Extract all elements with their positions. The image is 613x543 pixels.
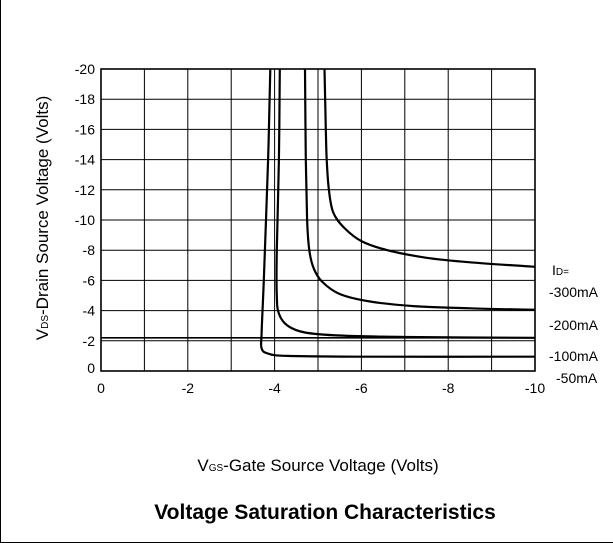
legend-header: ID= [552,262,569,278]
plot-border [100,68,536,372]
y-tick-label: -6 [83,272,96,288]
y-tick-label: -12 [75,182,95,198]
y-tick-label: 0 [87,360,95,376]
y-tick-label: -18 [75,91,95,107]
x-tick-label: -4 [268,380,281,396]
y-tick-label: -2 [83,333,96,349]
y-tick-label: -20 [75,61,95,77]
x-tick-label: 0 [97,380,105,396]
x-axis-title: VGS-Gate Source Voltage (Volts) [197,456,438,475]
curve-label: -50mA [556,370,598,386]
y-tick-labels: 0 -2 -4 -6 -8 -10 -12 -14 -16 -18 -20 [75,61,95,376]
y-tick-label: -14 [75,152,95,168]
chart-title: Voltage Saturation Characteristics [154,501,496,524]
curve-label: -100mA [549,348,599,364]
y-tick-label: -10 [75,212,95,228]
curve-100ma [275,68,536,339]
x-tick-label: -10 [525,380,545,396]
x-tick-labels: 0 -2 -4 -6 -8 -10 [97,380,545,396]
x-tick-label: -8 [442,380,455,396]
plot-area-border [100,68,536,372]
curves [101,68,536,358]
x-tick-label: -2 [182,380,195,396]
y-axis-title: VDS-Drain Source Voltage (Volts) [33,96,52,340]
y-tick-label: -8 [83,242,96,258]
curve-200ma [303,68,536,311]
curve-300ma [323,68,536,268]
x-tick-label: -6 [355,380,368,396]
curve-label: -300mA [549,284,599,300]
curve-labels: ID= -300mA -200mA -100mA -50mA [549,262,599,386]
y-tick-label: -16 [75,121,95,137]
plot-grid [100,68,536,372]
y-tick-label: -4 [83,303,96,319]
curve-label: -200mA [549,317,599,333]
curve-50ma [259,68,536,358]
